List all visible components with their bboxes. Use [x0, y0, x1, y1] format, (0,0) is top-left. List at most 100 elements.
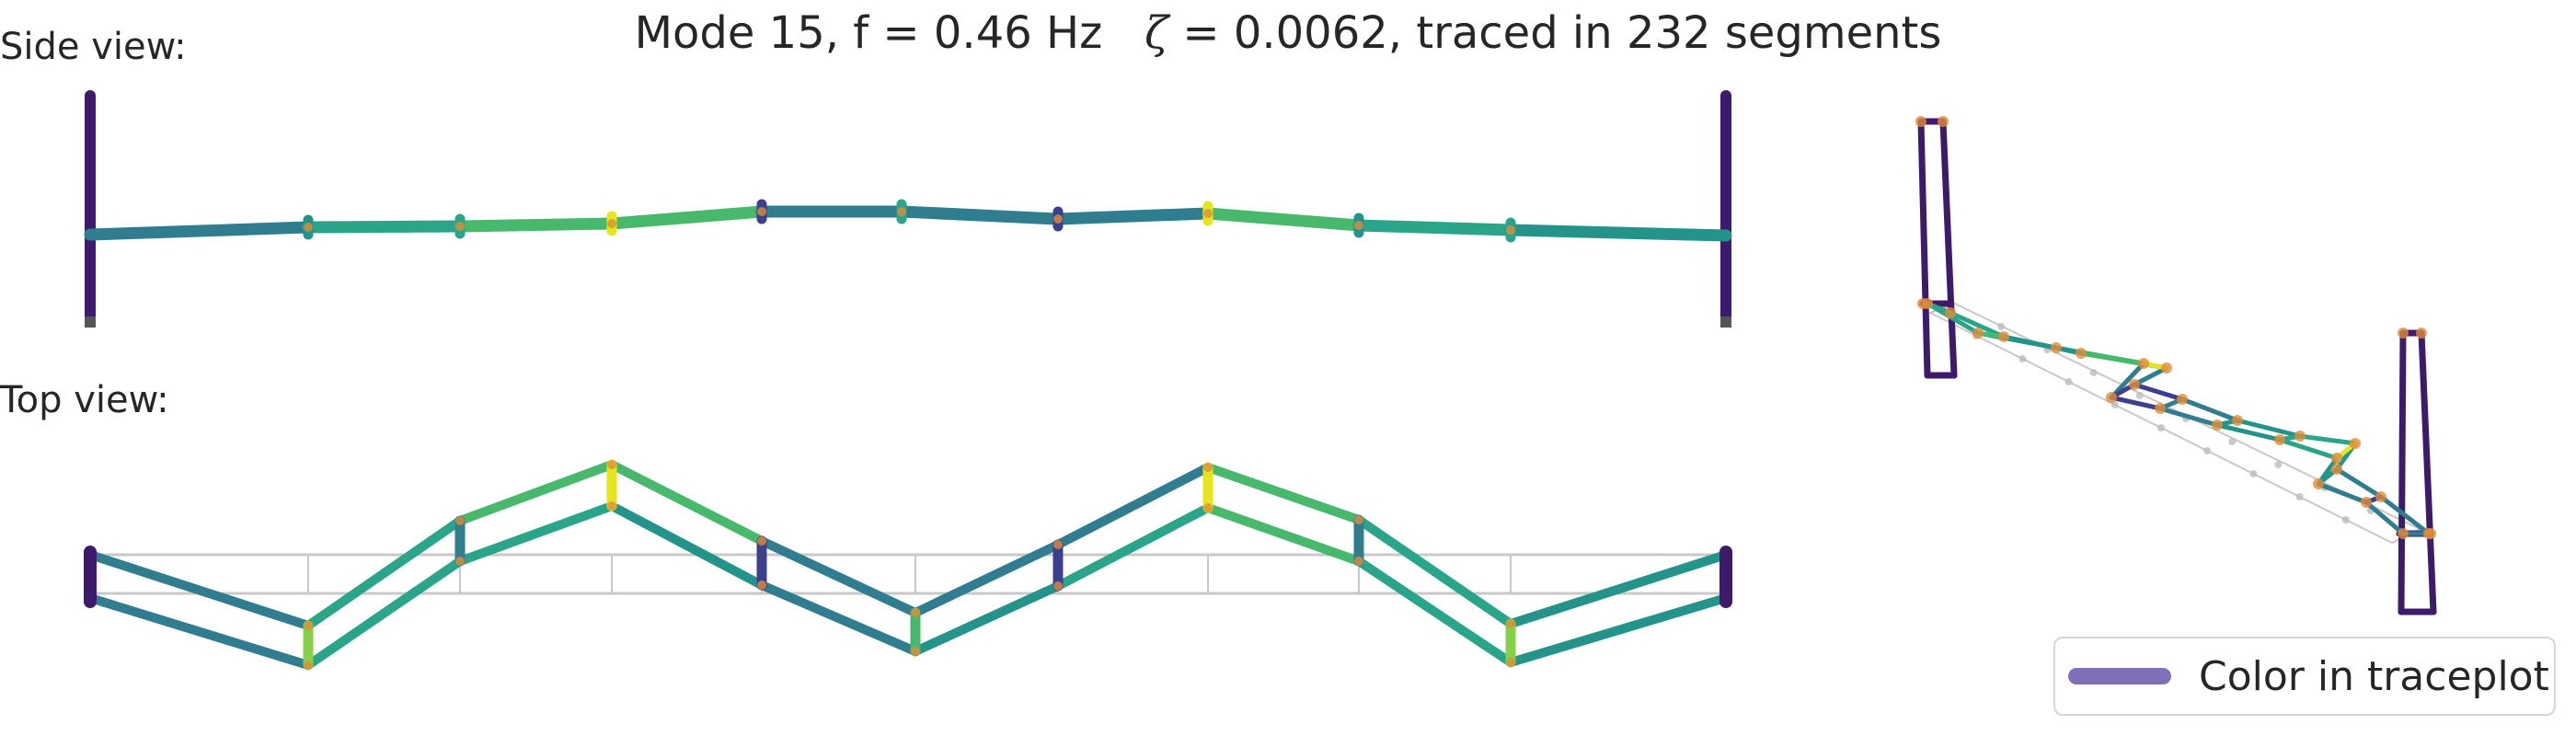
iso-view-node: [2294, 431, 2306, 442]
top-view-node: [1203, 503, 1213, 512]
top-view-node: [1203, 463, 1213, 472]
side-view-label: Side view:: [0, 26, 187, 68]
iso-view-left-tower-leg: [1917, 118, 1931, 379]
side-view-left-support: [85, 316, 96, 328]
top-view-node: [911, 647, 920, 656]
iso-view-reference-node: [2018, 355, 2027, 362]
top-view-deck-edge-north: [304, 516, 465, 630]
iso-view-deck-edge: [2132, 365, 2169, 387]
iso-view-deck-edge: [2378, 494, 2432, 536]
side-view-node: [1053, 214, 1063, 224]
side-view-deck-segment: [895, 205, 1064, 225]
top-view-deck-edge-north: [757, 536, 920, 617]
side-view-deck-segment: [84, 221, 315, 241]
title-zeta-symbol: ζ: [1144, 7, 1169, 59]
top-view-deck-edge-south: [304, 557, 465, 670]
iso-view-tower-node: [1917, 298, 1928, 309]
iso-view-tower-node: [2398, 328, 2409, 339]
side-view-node: [1354, 221, 1363, 230]
top-view-deck-edge-north: [1203, 463, 1363, 524]
side-view-deck-segment: [1504, 224, 1732, 242]
iso-view-reference-node: [2228, 438, 2237, 445]
top-view-deck-edge-north: [607, 460, 766, 546]
side-view-deck-segment: [605, 205, 768, 230]
iso-view-reference-node: [2157, 424, 2165, 431]
top-view-deck-edge-north: [1053, 463, 1213, 549]
iso-view-reference-node: [2110, 401, 2119, 408]
iso-view-deck-edge: [1948, 310, 2007, 339]
side-view-node: [607, 219, 616, 228]
iso-view-deck-edge: [2132, 382, 2185, 402]
top-view-deck-edge-south: [757, 581, 920, 656]
top-view-deck-edge-north: [455, 460, 616, 525]
top-view-node: [607, 501, 616, 511]
side-view-node: [897, 207, 906, 216]
top-view-deck-edge-south: [455, 501, 616, 566]
iso-view-node: [2398, 528, 2409, 539]
top-view-node: [455, 516, 465, 525]
legend: Color in traceplot: [2053, 637, 2556, 716]
iso-view-node: [2375, 491, 2386, 502]
top-view-deck-edge-south: [86, 593, 313, 670]
iso-view-tower-node: [1938, 116, 1949, 127]
iso-view-deck-edge: [2109, 395, 2163, 411]
iso-view-reference-node: [1997, 323, 2006, 330]
top-view-label: Top view:: [0, 379, 169, 421]
iso-view-reference-node: [2295, 493, 2304, 500]
legend-swatch: [2068, 668, 2171, 684]
iso-view-deck-edge: [2297, 433, 2358, 446]
iso-view-deck-edge: [2316, 481, 2369, 505]
top-view-deck-edge-south: [911, 581, 1063, 656]
iso-view-node: [2313, 478, 2324, 489]
iso-view-node: [1945, 307, 1956, 318]
iso-view-tower-node: [2416, 328, 2427, 339]
iso-view-deck-edge: [2157, 406, 2220, 428]
iso-view-node: [2212, 420, 2223, 431]
top-view-deck-edge-south: [1203, 503, 1363, 566]
iso-view-node: [2274, 434, 2285, 445]
top-view-node: [304, 621, 313, 630]
top-view-deck-edge-north: [86, 550, 313, 630]
top-view-node: [1506, 619, 1515, 628]
side-view-node: [1203, 209, 1213, 218]
side-view-deck-segment: [302, 220, 466, 234]
iso-view-right-tower-leg: [2418, 329, 2437, 615]
iso-view-reference-node: [2341, 516, 2350, 523]
iso-view-node: [2051, 342, 2062, 353]
iso-view-node: [1972, 328, 1984, 339]
side-view-node: [304, 223, 313, 232]
side-view-deck-segment: [454, 217, 618, 233]
title-damping-segments: = 0.0062, traced in 232 segments: [1168, 7, 1942, 59]
top-view-node: [757, 581, 766, 590]
side-view-node: [757, 207, 766, 216]
legend-label: Color in traceplot: [2199, 652, 2549, 700]
figure-title: Mode 15, f = 0.46 Hz ζ = 0.0062, traced …: [0, 7, 2576, 59]
top-view-node: [455, 557, 465, 566]
top-view-node: [1354, 557, 1363, 566]
top-view-deck-edge-south: [607, 501, 766, 590]
iso-view-node: [2177, 394, 2188, 405]
iso-view-reference-node: [2274, 461, 2283, 468]
top-view-node: [1053, 540, 1063, 549]
iso-view-node: [2129, 379, 2140, 390]
iso-view-reference-node: [2135, 392, 2144, 399]
iso-view-node: [2232, 415, 2243, 426]
top-view-node: [757, 536, 766, 546]
iso-view-node: [2076, 348, 2087, 359]
iso-view-left-tower-leg: [1939, 118, 1958, 379]
top-view-node: [304, 661, 313, 670]
side-view-node: [455, 222, 465, 231]
iso-view-node: [2361, 497, 2372, 508]
iso-view-node: [2350, 438, 2361, 449]
iso-view-node: [1998, 331, 2009, 342]
iso-view-tower-node: [2425, 528, 2436, 539]
top-view-deck-edge-south: [1053, 503, 1213, 591]
iso-view-deck-edge: [2179, 397, 2240, 423]
iso-view-node: [2138, 358, 2149, 369]
iso-view-reference-node: [2203, 447, 2212, 454]
top-view-deck-edge-south: [1506, 593, 1731, 667]
iso-view-deck-edge: [2277, 437, 2340, 461]
top-view-deck-edge-north: [1354, 515, 1515, 628]
iso-view-reference-node: [2064, 378, 2073, 385]
